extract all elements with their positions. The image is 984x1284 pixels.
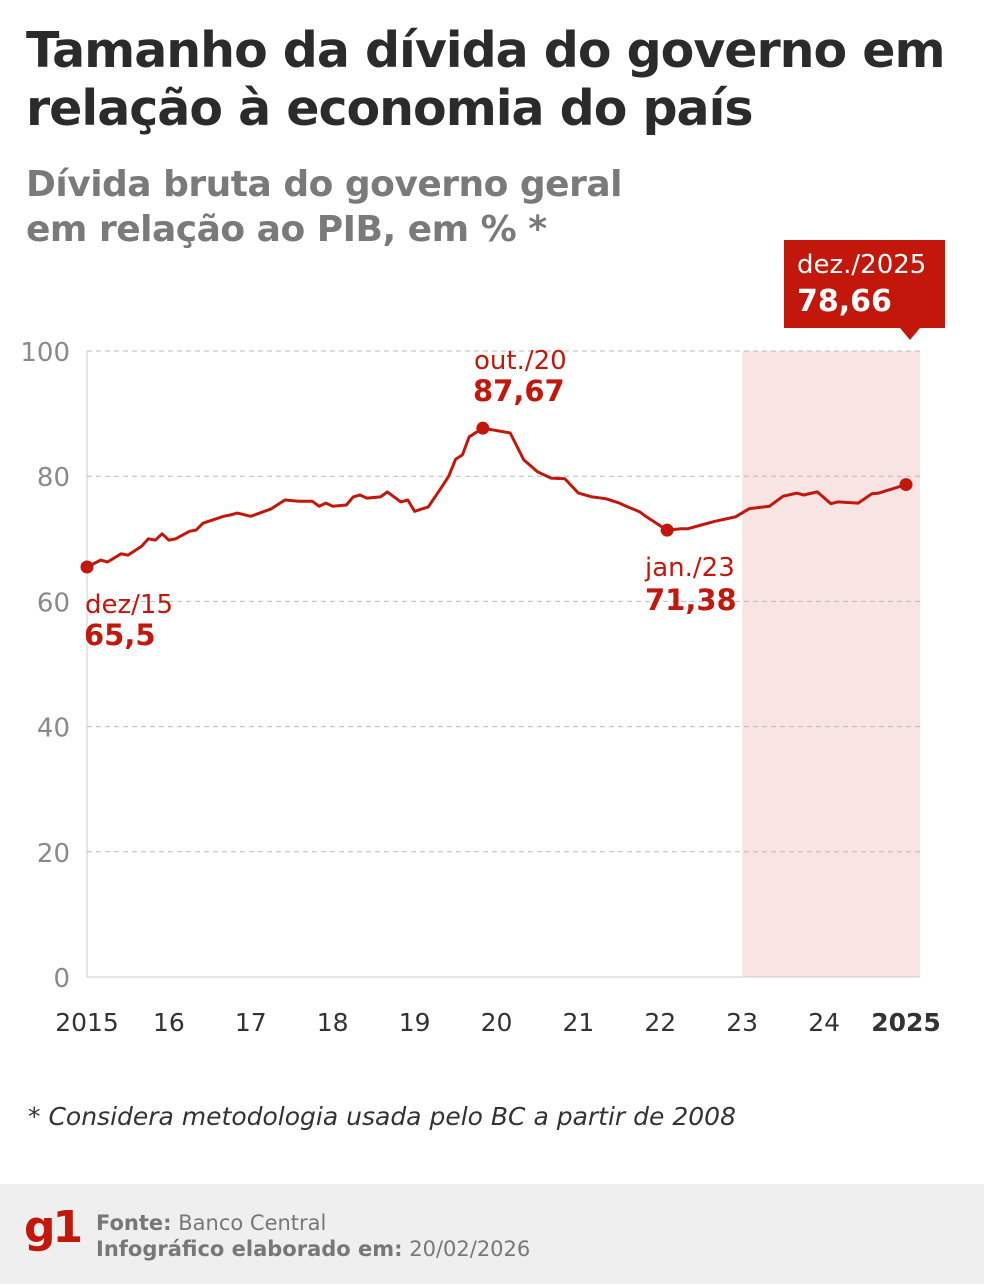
x-tick-label-18: 18 [317, 1008, 349, 1037]
data-point-2015-12 [80, 560, 94, 574]
x-tick-label-16: 16 [153, 1008, 185, 1037]
debt-ratio-line [86, 426, 907, 569]
data-point-2020-10 [476, 421, 490, 435]
chart-subtitle: Dívida bruta do governo geral em relação… [26, 162, 926, 252]
annotation-value-jan23: 71,38 [645, 583, 737, 617]
annotation-label-out20: out./20 [474, 346, 567, 376]
annotation-label-jan23: jan./23 [644, 553, 735, 583]
y-tick-label-80: 80 [37, 463, 70, 493]
date-value: 20/02/2026 [409, 1237, 531, 1261]
x-tick-label-2015: 2015 [55, 1008, 119, 1037]
latest-value-callout: dez./2025 78,66 [784, 240, 945, 340]
source-info: Fonte: Banco Central Infográfico elabora… [96, 1210, 530, 1262]
annotation-value-dez15: 65,5 [84, 618, 156, 652]
y-tick-label-0: 0 [53, 964, 70, 994]
data-point-2023-01 [660, 523, 674, 537]
x-tick-label-24: 24 [808, 1008, 840, 1037]
chart-title: Tamanho da dívida do governo em relação … [26, 22, 946, 137]
annotation-value-out20: 87,67 [473, 374, 565, 408]
x-tick-label-19: 19 [399, 1008, 431, 1037]
y-tick-label-60: 60 [37, 588, 70, 618]
highlight-period-shade [742, 351, 920, 977]
callout-pointer [900, 328, 920, 340]
subtitle-line-1: Dívida bruta do governo geral [26, 164, 622, 205]
annotation-label-dez15: dez/15 [85, 590, 173, 620]
annotation-label-dez2025: dez./2025 [797, 250, 926, 280]
data-point-2025-12 [899, 478, 913, 492]
subtitle-line-2: em relação ao PIB, em % * [26, 209, 547, 250]
x-tick-label-21: 21 [562, 1008, 594, 1037]
y-tick-label-20: 20 [37, 839, 70, 869]
x-tick-label-2025: 2025 [871, 1008, 941, 1037]
annotation-value-dez2025: 78,66 [797, 284, 892, 319]
footnote: * Considera metodologia usada pelo BC a … [28, 1102, 736, 1131]
y-tick-label-40: 40 [37, 714, 70, 744]
footer: g1 Fonte: Banco Central Infográfico elab… [0, 1184, 984, 1284]
x-tick-label-23: 23 [726, 1008, 758, 1037]
x-tick-label-22: 22 [644, 1008, 676, 1037]
date-label: Infográfico elaborado em: [96, 1237, 403, 1261]
source-label: Fonte: [96, 1211, 172, 1235]
g1-logo: g1 [24, 1202, 83, 1253]
source-value: Banco Central [178, 1211, 327, 1235]
x-tick-label-17: 17 [235, 1008, 267, 1037]
callout-box [784, 240, 945, 328]
y-tick-label-100: 100 [20, 338, 70, 368]
x-tick-label-20: 20 [481, 1008, 513, 1037]
